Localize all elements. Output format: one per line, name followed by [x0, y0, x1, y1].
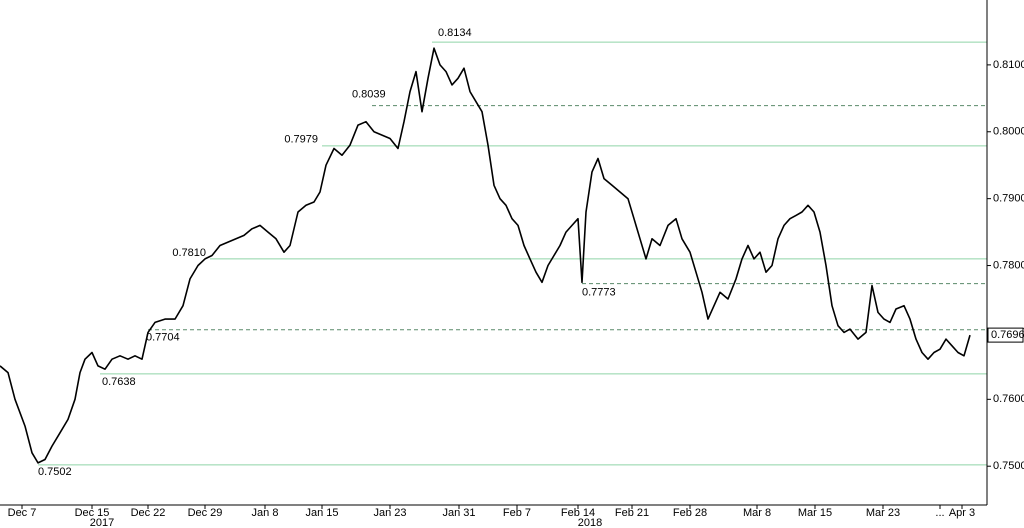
- x-tick-label: Dec 7: [8, 507, 37, 519]
- y-tick-label: 0.7800: [993, 259, 1024, 271]
- x-tick-label: Feb 28: [673, 507, 707, 519]
- x-tick-label: Jan 31: [442, 507, 475, 519]
- level-label: 0.7704: [146, 332, 180, 344]
- level-label: 0.7979: [284, 134, 318, 146]
- x-tick-label: Feb 21: [615, 507, 649, 519]
- price-line: [0, 47, 971, 464]
- x-tick-label: Mar 15: [798, 507, 832, 519]
- level-label: 0.7810: [172, 247, 206, 259]
- x-tick-label: Jan 8: [252, 507, 279, 519]
- y-tick-label: 0.7500: [993, 460, 1024, 472]
- x-tick-label: Feb 14: [561, 507, 595, 519]
- level-label: 0.7773: [582, 287, 616, 299]
- x-tick-label: Dec 22: [131, 507, 166, 519]
- x-tick-label: Jan 23: [373, 507, 406, 519]
- y-tick-label: 0.8000: [993, 126, 1024, 138]
- x-tick-label: Jan 15: [305, 507, 338, 519]
- level-label: 0.7502: [38, 466, 72, 478]
- x-tick-label: Feb 7: [503, 507, 531, 519]
- x-tick-label: Mar 8: [743, 507, 771, 519]
- last-price-label: 0.7696: [991, 329, 1024, 341]
- year-label: 2017: [90, 517, 114, 528]
- level-label: 0.7638: [102, 376, 136, 388]
- x-tick-label: ...: [935, 507, 944, 519]
- level-label: 0.8134: [438, 27, 472, 39]
- last-price-box: [987, 327, 1024, 343]
- x-tick-label: Dec 15: [75, 507, 110, 519]
- x-tick-label: Apr 3: [949, 507, 975, 519]
- y-tick-label: 0.7600: [993, 393, 1024, 405]
- x-tick-label: Mar 23: [866, 507, 900, 519]
- x-tick-label: Dec 29: [188, 507, 223, 519]
- year-label: 2018: [578, 517, 602, 528]
- y-tick-label: 0.7900: [993, 193, 1024, 205]
- y-tick-label: 0.8100: [993, 59, 1024, 71]
- level-label: 0.8039: [352, 89, 386, 101]
